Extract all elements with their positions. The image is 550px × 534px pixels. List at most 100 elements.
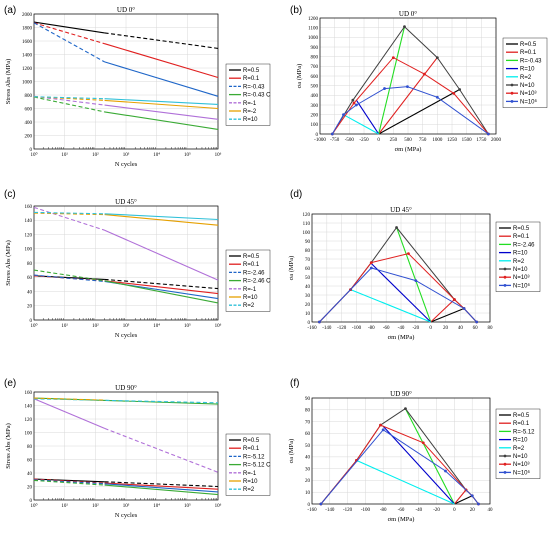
data-point (391, 56, 395, 60)
data-point (330, 132, 334, 136)
y-axis-label: Stress Abs (MPa) (5, 240, 12, 286)
series-line-R-0-1 (104, 482, 219, 490)
legend-label: R=0.5 (243, 438, 260, 444)
y-tick-label: 20 (27, 305, 33, 310)
y-axis-label: σa (MPa) (288, 256, 295, 281)
y-tick-label: 800 (25, 94, 33, 99)
data-point (423, 72, 426, 76)
series-line-R-0-43 (104, 61, 219, 97)
y-tick-label: 300 (311, 104, 319, 109)
chart-panel-1: (a) UD 0° 0 200 400 600 800 1000 1200 1400 1600 180… (4, 5, 271, 168)
x-tick-label: 10¹ (61, 152, 68, 158)
y-tick-label: 90 (305, 240, 311, 245)
legend-label: R=-5.12 (243, 454, 265, 460)
data-point (369, 261, 373, 264)
series-line-R-0-1 (33, 478, 105, 484)
y-tick-label: 70 (305, 258, 311, 263)
plot-frame (319, 17, 497, 135)
x-tick-label: -500 (345, 138, 355, 143)
series-line-R-2 (343, 114, 379, 135)
series-line-R-0-43 (33, 22, 105, 63)
x-tick-label: 10³ (123, 152, 130, 158)
series-line-R-2 (104, 213, 219, 221)
x-tick-label: -40 (398, 326, 405, 331)
y-axis-label: Stress Abs (MPa) (5, 423, 12, 469)
y-tick-label: 100 (25, 248, 33, 253)
legend-label: R=-2.46 C (243, 279, 271, 285)
x-tick-label: -250 (359, 138, 369, 143)
legend-label: R=0.5 (520, 42, 537, 48)
x-tick-label: -140 (322, 326, 332, 331)
data-point (354, 103, 358, 107)
series-line-R-0-1 (33, 22, 105, 45)
y-axis-label: Stress Abs (MPa) (5, 59, 12, 105)
y-tick-label: 1000 (22, 80, 33, 85)
series-line-R-2 (104, 99, 219, 110)
y-tick-label: 600 (25, 107, 33, 112)
y-axis-label: σa (MPa) (296, 64, 303, 89)
series-line-R-10 (104, 98, 219, 105)
series-line-R-2-46 (33, 274, 105, 283)
y-tick-label: 80 (305, 409, 311, 414)
legend-marker (503, 275, 507, 279)
series-line-R-0-5 (104, 481, 219, 488)
legend-label: N=10 (513, 454, 528, 460)
y-tick-label: 60 (305, 267, 311, 272)
y-tick-label: 1400 (22, 53, 33, 58)
x-tick-label: 10⁰ (30, 152, 37, 158)
panel-label: (f) (290, 378, 299, 389)
x-tick-label: 10⁰ (30, 323, 37, 329)
legend-label: R=2 (243, 303, 255, 309)
y-tick-label: 110 (303, 222, 311, 227)
chart-panel-4: (d) UD 45° 0 10 20 30 40 50 60 70 80 90 100 110 120 -16… (288, 189, 541, 341)
x-tick-label: 10³ (123, 503, 130, 509)
legend-label: N=10⁶ (520, 98, 538, 105)
y-tick-label: 20 (305, 303, 311, 308)
series-line-R-1 (104, 104, 219, 120)
series-line-N-10- (320, 429, 479, 505)
x-tick-label: 10³ (123, 323, 130, 329)
series-line-R-5-12-C (33, 479, 105, 486)
legend-label: R=2 (513, 446, 525, 452)
x-tick-label: 10⁶ (215, 503, 222, 509)
legend: R=0.5 R=0.1 R=-0.43 R=-0.43 C R=-1 R=-2 R=10 (225, 63, 271, 126)
x-tick-label: 10² (92, 152, 99, 158)
y-tick-label: 1000 (308, 36, 319, 41)
y-tick-label: 400 (25, 121, 33, 126)
data-point (404, 407, 407, 410)
data-point (381, 428, 385, 432)
legend-label: N=10 (513, 267, 528, 273)
y-tick-label: 40 (27, 290, 33, 295)
legend-label: R=0.5 (243, 68, 260, 74)
series-line-R-0-5 (454, 495, 473, 505)
chart-panel-5: (e) UD 90° 0 20 40 60 80 100 120 140 160 10⁰ 10¹ 10² 1… (4, 378, 271, 519)
data-point (351, 98, 355, 102)
legend-label: N=10³ (513, 462, 530, 468)
x-axis-label: σm (MPa) (395, 146, 422, 153)
data-point (421, 441, 425, 445)
legend-label: R=10 (243, 479, 258, 485)
y-tick-label: 80 (27, 445, 33, 450)
series-line-R-5-12 (104, 483, 219, 493)
legend: R=0.5 R=0.1 R=-5.12 R=-5.12 C R=-1 R=10 R=2 (225, 433, 271, 496)
y-tick-label: 20 (305, 479, 311, 484)
legend-marker (503, 284, 507, 287)
x-tick-label: 2000 (491, 138, 502, 143)
y-tick-label: 100 (303, 231, 311, 236)
legend-label: R=0.1 (243, 446, 260, 452)
legend-marker (510, 83, 514, 87)
series-line-R-1 (33, 95, 105, 106)
series-line-R-10 (33, 397, 105, 401)
x-tick-label: 250 (390, 138, 398, 143)
data-point (319, 502, 323, 506)
series-line-R-0-5 (104, 278, 219, 290)
x-tick-label: -40 (415, 508, 422, 513)
plot-frame (33, 205, 219, 321)
y-tick-label: 120 (25, 233, 33, 238)
y-tick-label: 140 (25, 404, 33, 409)
legend-label: R=-0.43 (243, 84, 265, 90)
data-point (383, 87, 386, 90)
